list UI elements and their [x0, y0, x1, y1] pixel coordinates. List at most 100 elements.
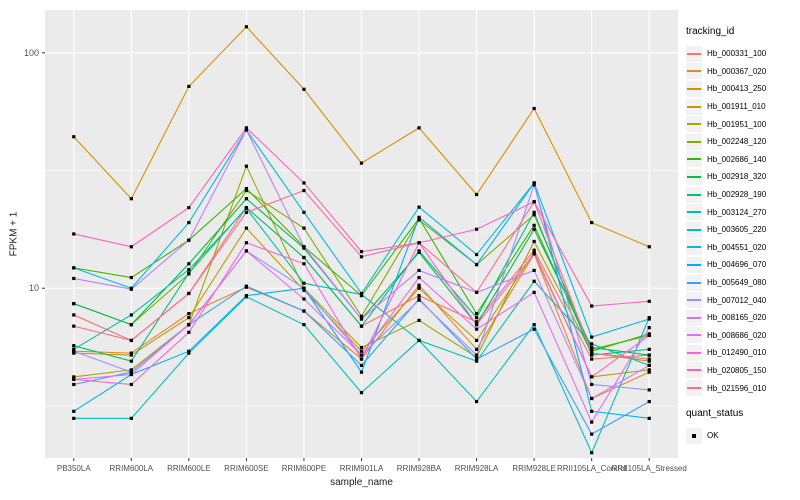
- data-point-marker: [187, 220, 191, 225]
- data-point-marker: [532, 181, 536, 185]
- legend-item: Hb_001951_100: [686, 115, 798, 133]
- data-point-marker: [532, 327, 536, 331]
- legend-items-list: Hb_000331_100 Hb_000367_020 Hb_000413_250 H…: [686, 45, 798, 397]
- data-point-marker: [417, 318, 421, 322]
- data-point-marker: [72, 375, 76, 379]
- data-point-marker: [244, 164, 249, 168]
- data-point-marker: [244, 128, 249, 132]
- legend-item: Hb_020805_150: [686, 362, 798, 380]
- legend-key: [686, 274, 702, 291]
- legend-item: Hb_002248_120: [686, 133, 798, 151]
- data-point-marker: [72, 313, 76, 317]
- data-point-marker: [590, 409, 594, 413]
- legend-item: Hb_003124_270: [686, 203, 798, 221]
- data-point-marker: [590, 349, 594, 353]
- legend-key: [686, 186, 702, 203]
- legend-label: Hb_000413_250: [707, 84, 767, 94]
- data-point-marker: [302, 297, 306, 301]
- data-point-marker: [532, 210, 536, 214]
- legend-key: [686, 45, 702, 62]
- legend-item: Hb_008686_020: [686, 327, 798, 345]
- data-point-marker: [187, 238, 191, 242]
- data-point-marker: [647, 368, 651, 372]
- data-point-marker: [532, 227, 536, 231]
- data-point-marker: [129, 353, 133, 357]
- data-point-marker: [129, 313, 133, 317]
- data-point-marker: [187, 316, 191, 320]
- legend-item: Hb_000331_100: [686, 45, 798, 63]
- legend-item: Hb_004551_020: [686, 239, 798, 257]
- legend-label: Hb_003605_220: [707, 225, 767, 235]
- legend-color-line-icon: [687, 123, 701, 126]
- legend-color-line-icon: [687, 299, 701, 302]
- data-point-marker: [417, 268, 421, 273]
- data-point-marker: [129, 197, 133, 201]
- data-point-marker: [590, 220, 594, 225]
- data-point-marker: [72, 377, 76, 381]
- data-point-marker: [359, 314, 364, 318]
- y-tick-label: 10: [29, 283, 39, 293]
- data-point-marker: [302, 255, 306, 260]
- data-point-marker: [244, 284, 249, 288]
- data-point-marker: [474, 357, 479, 361]
- data-point-marker: [532, 200, 536, 204]
- data-point-marker: [244, 226, 249, 230]
- legend-item: Hb_004696_070: [686, 256, 798, 274]
- data-point-marker: [302, 281, 306, 285]
- data-point-marker: [302, 210, 306, 214]
- y-axis-title: FPKM + 1: [8, 211, 20, 257]
- data-point-marker: [474, 312, 479, 316]
- data-point-marker: [244, 294, 249, 298]
- data-point-marker: [417, 249, 421, 253]
- legend-color-line-icon: [687, 387, 701, 390]
- data-point-marker: [417, 298, 421, 302]
- data-point-marker: [129, 287, 133, 291]
- legend-key: [686, 80, 702, 97]
- data-point-marker: [244, 188, 249, 193]
- data-point-marker: [647, 332, 651, 336]
- legend-item: Hb_002928_190: [686, 186, 798, 204]
- legend-color-line-icon: [687, 175, 701, 178]
- data-point-marker: [590, 304, 594, 308]
- legend-item: Hb_012490_010: [686, 344, 798, 362]
- legend-label: Hb_021596_010: [707, 383, 767, 393]
- data-point-marker: [532, 248, 536, 252]
- legend-key: [686, 344, 702, 361]
- data-point-marker: [532, 279, 536, 283]
- data-point-marker: [302, 181, 306, 185]
- legend-color-line-icon: [687, 263, 701, 266]
- legend-label: Hb_008686_020: [707, 330, 767, 340]
- data-point-marker: [590, 375, 594, 379]
- legend-label: Hb_001951_100: [707, 119, 767, 129]
- data-point-marker: [72, 382, 76, 387]
- data-point-marker: [647, 357, 651, 361]
- data-point-marker: [417, 283, 421, 287]
- data-point-marker: [72, 409, 76, 413]
- data-point-marker: [590, 396, 594, 401]
- data-point-marker: [532, 213, 536, 217]
- x-tick-label: RRIM600PE: [282, 464, 326, 473]
- legend-item: Hb_021596_010: [686, 379, 798, 397]
- x-axis-title: sample_name: [330, 477, 393, 488]
- legend-key: [686, 380, 702, 397]
- legend-label: Hb_004696_070: [707, 260, 767, 270]
- data-point-marker: [72, 347, 76, 351]
- legend-label: Hb_002686_140: [707, 154, 767, 164]
- data-point-marker: [647, 363, 651, 368]
- legend-label: Hb_001911_010: [707, 102, 766, 112]
- legend-color-line-icon: [687, 351, 701, 354]
- data-point-marker: [359, 324, 364, 328]
- data-point-marker: [359, 255, 364, 259]
- data-point-marker: [72, 416, 76, 420]
- data-point-marker: [129, 368, 133, 372]
- data-point-marker: [590, 347, 594, 351]
- data-point-marker: [417, 126, 421, 130]
- legend-label: Hb_002928_190: [707, 190, 767, 200]
- data-point-marker: [532, 183, 536, 187]
- data-point-marker: [647, 388, 651, 392]
- data-point-marker: [474, 399, 479, 404]
- data-point-marker: [474, 316, 479, 320]
- data-point-marker: [302, 87, 306, 91]
- legend-key: [686, 98, 702, 115]
- data-point-marker: [474, 338, 479, 343]
